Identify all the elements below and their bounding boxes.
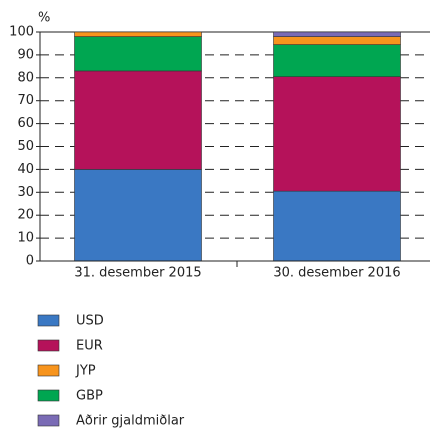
legend-swatch [37, 314, 60, 327]
legend-swatch [37, 364, 60, 377]
bar-segment [273, 31, 401, 37]
legend-swatch [37, 339, 60, 352]
bar-segment [74, 36, 202, 72]
y-tick-label: 100 [9, 25, 34, 40]
y-tick-label: 70 [17, 93, 34, 108]
x-tick-label: 31. desember 2015 [74, 266, 201, 281]
legend-label: USD [76, 314, 104, 329]
legend-label: EUR [76, 339, 103, 354]
y-tick-label: 0 [26, 254, 34, 269]
y-tick-label: 60 [17, 116, 34, 131]
legend-label: Aðrir gjaldmiðlar [76, 414, 185, 429]
legend-label: GBP [76, 389, 103, 404]
x-tick-label: 30. desember 2016 [273, 266, 400, 281]
y-tick-label: 50 [17, 139, 34, 154]
bar-segment [273, 76, 401, 192]
bar-segment [273, 44, 401, 77]
y-tick-label: 30 [17, 185, 34, 200]
bar-segment [74, 31, 202, 37]
bar-segment [74, 169, 202, 262]
y-axis-label: % [38, 11, 50, 26]
y-tick-label: 10 [17, 231, 34, 246]
y-tick-label: 40 [17, 162, 34, 177]
bar-segment [273, 190, 401, 262]
bar-segment [74, 70, 202, 170]
legend-label: JYP [75, 364, 96, 379]
legend-swatch [37, 414, 60, 427]
bar-segment [273, 36, 401, 45]
y-tick-label: 90 [17, 47, 34, 62]
y-tick-label: 80 [17, 70, 34, 85]
y-tick-label: 20 [17, 208, 34, 223]
legend-swatch [37, 389, 60, 402]
